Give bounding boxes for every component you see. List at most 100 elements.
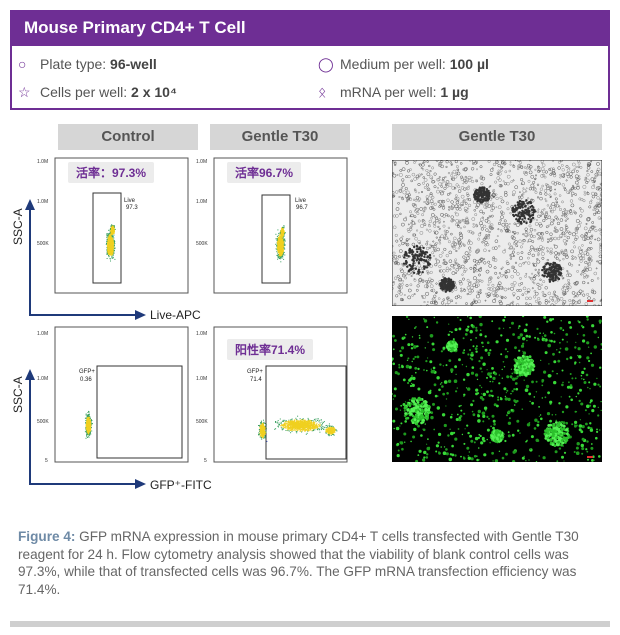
scatter-point <box>281 227 283 229</box>
col-header-gentle: Gentle T30 <box>210 124 350 150</box>
scatter-point <box>107 252 109 254</box>
brightfield-cell <box>525 187 528 190</box>
brightfield-cell <box>409 226 412 229</box>
scatter-point <box>309 424 311 426</box>
ytick: 500K <box>37 419 49 425</box>
scatter-point <box>328 435 330 437</box>
scatter-point <box>288 430 290 432</box>
scatter-point <box>314 427 315 429</box>
y-axis-label: SSC-A <box>11 208 25 245</box>
scatter-point <box>304 428 306 430</box>
scatter-point <box>333 434 335 435</box>
scatter-point <box>321 421 323 423</box>
scatter-point <box>276 254 278 256</box>
scatter-point <box>111 243 113 245</box>
scatter-point <box>319 425 321 427</box>
scatter-point <box>284 232 286 233</box>
scatter-point <box>302 421 304 423</box>
plot-frame-gentle-viability <box>213 157 348 294</box>
scatter-point <box>85 413 87 415</box>
scatter-point <box>282 248 284 249</box>
scatter-point <box>299 426 301 428</box>
scatter-point <box>292 421 294 423</box>
scatter-point <box>261 428 263 430</box>
scatter-point <box>283 244 285 246</box>
mrna-label: mRNA per well: <box>340 84 441 100</box>
scatter-point <box>112 257 114 259</box>
scatter-point <box>284 423 286 425</box>
scatter-point <box>313 422 315 424</box>
scatter-point <box>280 240 282 242</box>
scatter-point <box>106 251 108 253</box>
scatter-point <box>294 424 296 426</box>
scatter-point <box>109 240 111 242</box>
scatter-point <box>296 419 298 420</box>
scatter-point <box>91 427 92 429</box>
brightfield-cell <box>556 217 559 221</box>
scatter-point <box>318 424 320 426</box>
scatter-point <box>112 253 114 255</box>
scatter-point <box>261 424 263 426</box>
scatter-point <box>315 427 317 429</box>
brightfield-cell <box>435 218 439 223</box>
scatter-point <box>111 254 113 256</box>
scatter-point <box>308 423 310 425</box>
scatter-point <box>325 431 327 433</box>
scatter-point <box>281 245 283 247</box>
x-axis-label-fitc: GFP⁺-FITC <box>150 478 212 492</box>
scatter-point <box>288 420 290 422</box>
scatter-point <box>278 257 280 259</box>
scatter-point <box>113 225 115 227</box>
scatter-point <box>114 241 116 242</box>
scatter-point <box>110 227 112 229</box>
mrna-value: 1 µg <box>440 84 469 100</box>
gate-gentle-live <box>261 194 291 284</box>
scatter-point <box>261 425 263 427</box>
scatter-point <box>111 251 113 253</box>
scatter-point <box>263 437 265 438</box>
scatter-point <box>109 238 111 240</box>
scatter-point <box>109 249 111 251</box>
scatter-point <box>305 430 306 431</box>
scatter-point <box>285 427 287 429</box>
scatter-point <box>280 237 282 239</box>
brightfield-cell <box>564 219 567 222</box>
scatter-point <box>282 231 284 233</box>
brightfield-cell <box>578 264 581 266</box>
scatter-point <box>262 428 264 430</box>
scatter-point <box>87 432 89 434</box>
scatter-point <box>110 252 112 253</box>
scatter-point <box>308 427 310 429</box>
scatter-point <box>277 247 279 249</box>
brightfield-cell <box>586 266 590 269</box>
scatter-point <box>85 430 87 432</box>
scatter-point <box>284 233 285 235</box>
brightfield-cell <box>560 164 564 167</box>
scatter-point <box>282 253 284 255</box>
scatter-point <box>262 434 264 436</box>
scatter-point <box>334 430 336 431</box>
scatter-point <box>107 239 109 241</box>
scatter-point <box>310 422 311 424</box>
scatter-point <box>258 424 260 426</box>
scatter-point <box>277 241 279 243</box>
scatter-point <box>312 426 314 428</box>
scatter-point <box>277 244 279 246</box>
scatter-point <box>280 261 282 263</box>
brightfield-cell <box>528 170 533 175</box>
brightfield-cells <box>392 160 602 306</box>
scatter-point <box>287 424 289 425</box>
scatter-point <box>278 236 280 238</box>
brightfield-cell <box>536 258 539 261</box>
scatter-point <box>290 427 292 429</box>
scatter-point <box>312 420 314 422</box>
scatter-point <box>318 421 320 423</box>
scatter-point <box>114 258 116 260</box>
brightfield-cell <box>525 296 529 301</box>
scatter-point <box>292 420 294 422</box>
scatter-point <box>289 423 291 425</box>
scatter-point <box>293 424 295 426</box>
gate-label-gfp: GFP+ <box>247 369 263 375</box>
scatter-point <box>314 427 316 429</box>
scatter-point <box>111 244 113 246</box>
